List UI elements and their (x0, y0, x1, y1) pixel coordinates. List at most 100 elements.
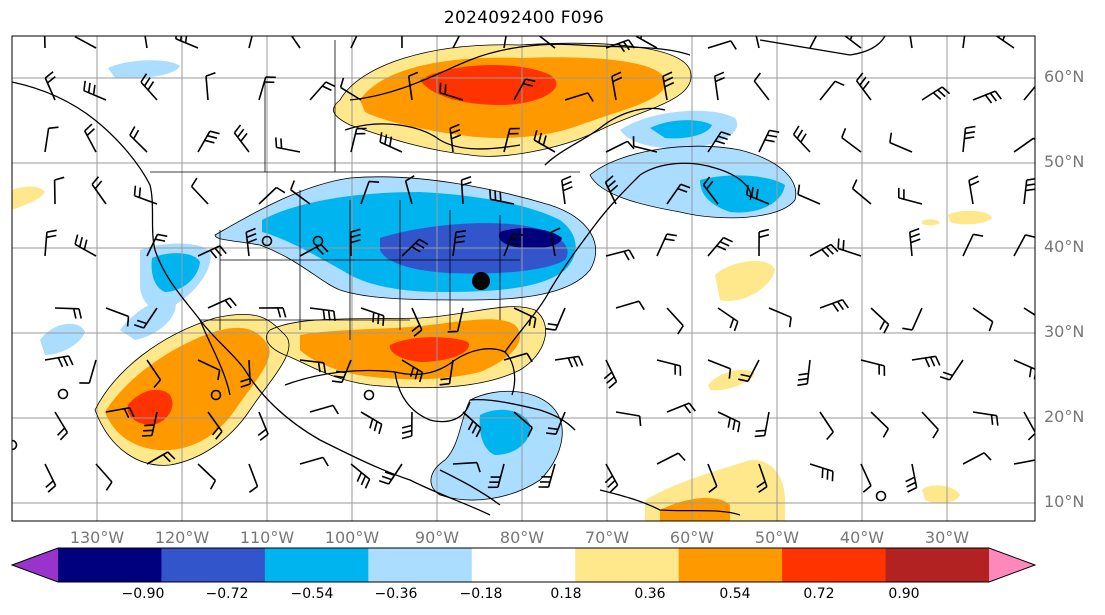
lat-label-50n: 50°N (1044, 152, 1085, 171)
wind-barb (133, 185, 158, 205)
wind-barb (635, 36, 658, 49)
field-shading (12, 36, 1035, 521)
wind-barb (662, 71, 675, 101)
wind-barb (487, 463, 505, 489)
wind-barb (632, 136, 658, 153)
wind-barb (995, 36, 1015, 49)
wind-barb (707, 236, 733, 257)
wind-barb (756, 463, 768, 493)
colorbar-tick: 0.54 (719, 586, 751, 602)
wind-barb (54, 307, 82, 319)
wind-barb (707, 40, 737, 50)
wind-barb (797, 359, 811, 387)
wind-barb (746, 184, 770, 205)
lon-label-80w: 80°W (499, 528, 545, 547)
wind-barb (401, 411, 413, 440)
wind-barb (54, 411, 69, 441)
wind-barb (74, 234, 97, 257)
lon-label-90w: 90°W (414, 528, 460, 547)
graticule (12, 36, 1035, 521)
lat-label-20n: 20°N (1044, 407, 1085, 426)
wind-barb (439, 359, 454, 386)
wind-barb (401, 36, 403, 49)
wind-barb (939, 359, 964, 381)
wind-barb (909, 36, 913, 49)
wind-barb (105, 307, 130, 327)
wind-barb (95, 463, 113, 491)
wind-barb (258, 186, 286, 205)
wind-barb (755, 36, 760, 49)
wind-barb (404, 175, 415, 205)
wind-barb (797, 184, 821, 205)
wind-barb (1013, 359, 1035, 380)
wind-barb (105, 407, 135, 419)
wind-barb (197, 130, 220, 153)
colorbar-segment (885, 548, 990, 582)
wind-barb (656, 233, 677, 257)
colorbar-tick: −0.36 (374, 586, 418, 602)
wind-barb (707, 463, 718, 493)
wind-barb (792, 125, 811, 153)
wind-barb (898, 187, 923, 205)
wind-barb (299, 456, 329, 467)
wind-barb (489, 189, 515, 205)
wind-barb (561, 175, 573, 205)
wind-barb (309, 81, 336, 101)
wind-barb (656, 452, 686, 465)
lat-label-30n: 30°N (1044, 322, 1085, 341)
wind-barb (603, 359, 618, 389)
wind-barb (503, 352, 533, 363)
wind-barb (407, 71, 419, 101)
wind-barb (332, 359, 352, 384)
wind-barb (604, 175, 619, 205)
wind-barb (905, 463, 918, 493)
wind-barb (197, 463, 217, 490)
wind-barb (605, 39, 635, 53)
wind-barb (902, 307, 923, 331)
wind-barb (360, 180, 380, 205)
wind-barb (258, 76, 276, 101)
wind-barb (870, 411, 889, 438)
wind-barb (1023, 307, 1035, 316)
wind-barb (1013, 459, 1035, 465)
wind-barb (401, 238, 429, 257)
wind-barb (768, 307, 792, 328)
wind-barb (538, 36, 556, 49)
wind-barb (233, 124, 250, 153)
wind-barb (379, 132, 403, 153)
wind-barb (290, 36, 301, 49)
colorbar-tick: 0.18 (550, 586, 582, 602)
wind-barb (360, 411, 383, 435)
colorbar-segment (678, 548, 783, 582)
lat-label-60n: 60°N (1044, 67, 1085, 86)
wind-barb (538, 463, 556, 488)
wind-barb (713, 71, 725, 101)
colorbar-tick: −0.54 (290, 586, 334, 602)
wind-barb (44, 463, 57, 493)
colorbar-segment (58, 548, 162, 582)
wind-barb (44, 71, 56, 101)
wind-barb (604, 463, 619, 493)
lon-label-120w: 120°W (154, 528, 210, 547)
wind-barb (339, 77, 362, 101)
wind-barb (44, 355, 74, 368)
wind-barb (439, 82, 464, 101)
wind-barb (860, 463, 872, 493)
lon-label-70w: 70°W (584, 528, 630, 547)
wind-barb (411, 307, 423, 337)
wind-barb (962, 125, 976, 153)
wind-barb (140, 73, 158, 101)
wind-barb (837, 238, 862, 257)
wind-barb (447, 307, 464, 333)
wind-barb (911, 355, 941, 368)
lon-label-100w: 100°W (324, 528, 380, 547)
wind-barb (503, 127, 520, 153)
wind-barb (79, 359, 97, 384)
lon-label-50w: 50°W (754, 528, 800, 547)
wind-barb (611, 71, 623, 101)
wind-barb (962, 452, 992, 465)
wind-barb (545, 307, 566, 331)
lat-label-40n: 40°N (1044, 237, 1085, 256)
wind-barb (452, 230, 467, 257)
wind-barb (43, 36, 46, 49)
